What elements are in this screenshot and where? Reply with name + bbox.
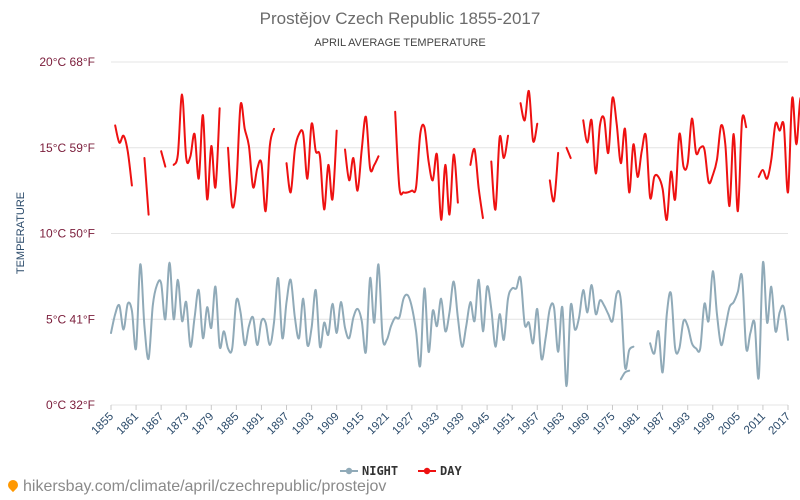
x-tick-label: 1945 <box>466 411 493 438</box>
legend-night-label[interactable]: NIGHT <box>362 464 398 478</box>
legend-day-marker <box>423 467 431 475</box>
series-day <box>114 90 800 221</box>
y-axis-ticks: 0°C 32°F 5°C 41°F 10°C 50°F 15°C 59°F 20°C 6… <box>39 55 95 412</box>
day-line-segment-12 <box>565 146 572 160</box>
x-tick-label: 1939 <box>441 411 468 438</box>
day-line-segment-5 <box>285 122 338 211</box>
x-tick-label: 1981 <box>616 411 643 438</box>
x-tick-label: 1915 <box>340 411 367 438</box>
day-line-segment-11 <box>548 151 560 203</box>
legend-day-label[interactable]: DAY <box>440 464 462 478</box>
x-tick-label: 1855 <box>90 411 117 438</box>
series-lines <box>110 90 800 388</box>
day-line-segment-13 <box>582 96 748 221</box>
day-line-segment-10 <box>519 90 539 143</box>
x-tick-label: 2011 <box>742 411 768 437</box>
day-line-segment-1 <box>143 157 150 216</box>
x-tick-label: 1993 <box>666 411 693 438</box>
y-tick-label: 5°C 41°F <box>46 312 95 326</box>
legend-night-marker <box>345 467 353 475</box>
day-line-segment-6 <box>344 115 380 192</box>
day-line-segment-4 <box>227 102 275 213</box>
x-tick-label: 1861 <box>115 411 142 438</box>
day-line-segment-7 <box>394 110 459 221</box>
y-axis-label: TEMPERATURE <box>15 192 27 274</box>
x-tick-label: 1999 <box>691 411 718 438</box>
legend[interactable]: NIGHT DAY <box>340 464 462 478</box>
x-tick-label: 1867 <box>140 411 167 438</box>
x-tick-label: 1897 <box>265 411 292 438</box>
x-tick-label: 1963 <box>541 411 568 438</box>
x-tick-label: 1891 <box>240 411 267 438</box>
x-tick-label: 1921 <box>365 411 392 438</box>
x-tick-label: 1885 <box>215 411 242 438</box>
watermark-link[interactable]: hikersbay.com/climate/april/czechrepubli… <box>23 478 387 495</box>
x-tick-label: 1975 <box>591 411 618 438</box>
grid <box>111 61 788 406</box>
day-line-segment-8 <box>469 147 484 220</box>
chart-title: Prostějov Czech Republic 1855-2017 <box>260 9 541 28</box>
y-tick-label: 0°C 32°F <box>46 398 95 412</box>
night-line-segment-1 <box>619 369 631 381</box>
location-pin-icon <box>5 477 21 493</box>
y-tick-label: 15°C 59°F <box>39 141 95 155</box>
day-line-segment-0 <box>114 124 133 187</box>
y-tick-label: 20°C 68°F <box>39 55 95 69</box>
x-tick-label: 1873 <box>165 411 192 438</box>
x-tick-label: 1879 <box>190 411 217 438</box>
x-tick-label: 1927 <box>390 411 417 438</box>
x-tick-label: 2005 <box>716 411 743 438</box>
night-line-segment-2 <box>649 261 789 380</box>
chart-subtitle: APRIL AVERAGE TEMPERATURE <box>314 37 485 49</box>
night-line-segment-0 <box>110 261 635 388</box>
day-line-segment-9 <box>490 134 510 211</box>
watermark[interactable]: hikersbay.com/climate/april/czechrepubli… <box>5 477 387 496</box>
x-tick-label: 1909 <box>315 411 342 438</box>
x-tick-label: 1933 <box>416 411 443 438</box>
day-line-segment-3 <box>172 93 221 201</box>
x-tick-label: 1957 <box>516 411 543 438</box>
x-tick-label: 2017 <box>767 411 794 438</box>
x-tick-label: 1969 <box>566 411 593 438</box>
x-tick-label: 1987 <box>641 411 668 438</box>
x-axis-ticks: 1855186118671873187918851891189719031909… <box>90 405 794 438</box>
day-line-segment-2 <box>160 150 167 168</box>
y-tick-label: 10°C 50°F <box>39 227 95 241</box>
x-tick-label: 1903 <box>290 411 317 438</box>
x-tick-label: 1951 <box>491 411 518 438</box>
series-night <box>110 261 789 388</box>
day-line-segment-14 <box>757 96 800 194</box>
